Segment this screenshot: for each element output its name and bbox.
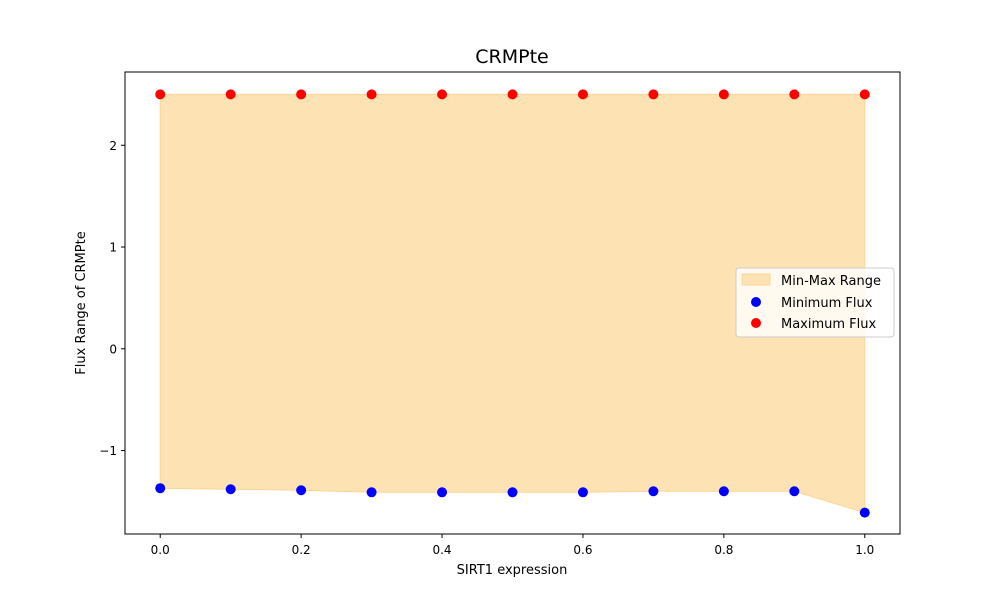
min-flux-point — [366, 487, 377, 498]
x-axis: 0.0 0.2 0.4 0.6 0.8 1.0 — [151, 534, 874, 557]
min-flux-point — [507, 487, 518, 498]
legend-label-max: Maximum Flux — [781, 317, 877, 332]
max-flux-point — [225, 89, 236, 100]
min-flux-point — [577, 487, 588, 498]
max-flux-point — [789, 89, 800, 100]
y-tick-label: 0 — [109, 342, 117, 356]
min-flux-point — [296, 485, 307, 496]
min-flux-point — [437, 487, 448, 498]
legend-marker-max — [751, 318, 761, 328]
plot-area-frame — [124, 71, 901, 535]
x-tick-label: 0.4 — [432, 543, 451, 557]
min-flux-point — [225, 484, 236, 495]
legend-box — [735, 267, 895, 338]
y-tick-label: 1 — [109, 241, 117, 255]
y-tick-label: 2 — [109, 139, 117, 153]
x-tick-label: 0.8 — [714, 543, 733, 557]
max-flux-point — [718, 89, 729, 100]
x-tick-label: 0.2 — [292, 543, 311, 557]
y-axis-label: Flux Range of CRMPte — [74, 231, 89, 374]
max-flux-point — [155, 89, 166, 100]
max-flux-point — [648, 89, 659, 100]
min-flux-point — [718, 486, 729, 497]
max-flux-point — [507, 89, 518, 100]
max-flux-point — [366, 89, 377, 100]
legend: Min-Max Range Minimum Flux Maximum Flux — [735, 267, 895, 338]
y-axis: −1 0 1 2 — [99, 139, 125, 458]
x-tick-label: 0.6 — [573, 543, 592, 557]
min-flux-point — [789, 486, 800, 497]
legend-label-range: Min-Max Range — [781, 274, 881, 289]
max-flux-point — [577, 89, 588, 100]
x-axis-label: SIRT1 expression — [457, 563, 568, 578]
y-tick-label: −1 — [99, 444, 117, 458]
min-flux-point — [859, 507, 870, 518]
legend-swatch-range — [741, 273, 771, 286]
points-layer — [155, 89, 870, 518]
x-tick-label: 1.0 — [855, 543, 874, 557]
x-tick-label: 0.0 — [151, 543, 170, 557]
min-flux-point — [155, 483, 166, 494]
max-flux-point — [437, 89, 448, 100]
max-flux-point — [296, 89, 307, 100]
min-flux-point — [648, 486, 659, 497]
max-flux-point — [859, 89, 870, 100]
chart-title: CRMPte — [475, 46, 548, 68]
legend-marker-min — [751, 297, 761, 307]
legend-label-min: Minimum Flux — [781, 296, 873, 311]
